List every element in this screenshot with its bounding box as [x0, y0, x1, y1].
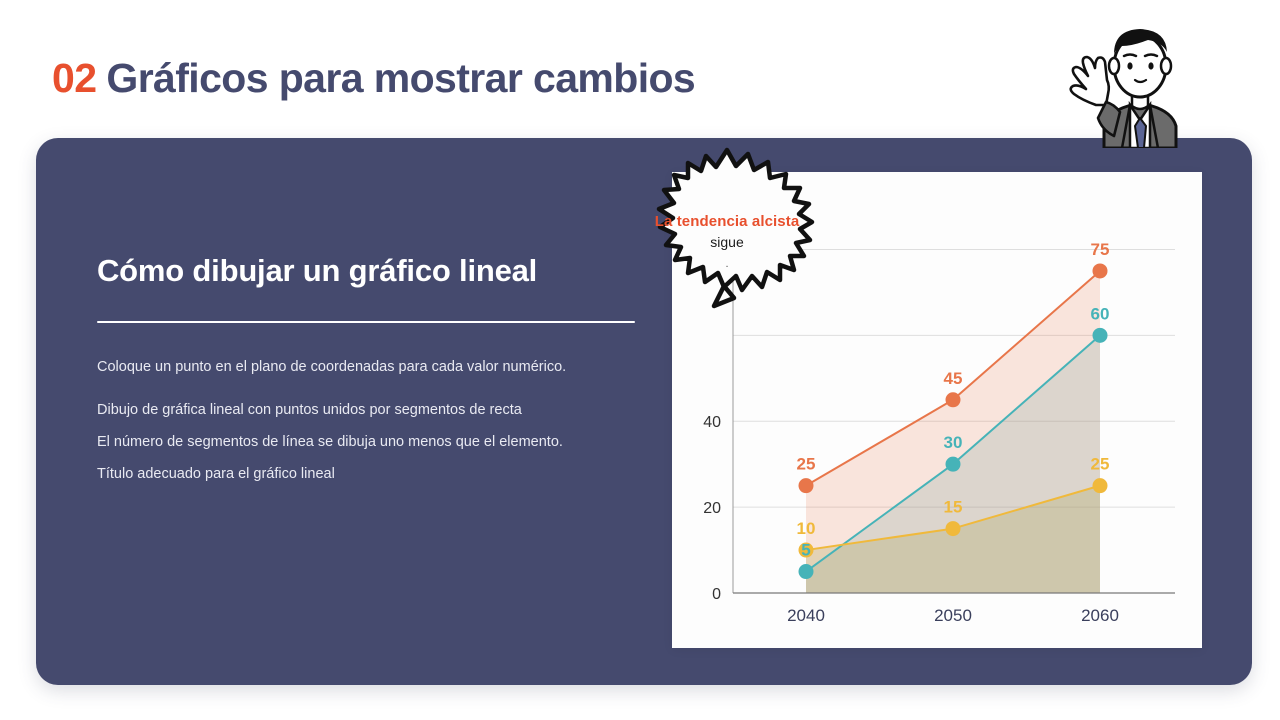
eyebrow-left	[1122, 53, 1138, 58]
lapel-right	[1148, 104, 1160, 148]
necktie	[1134, 117, 1147, 148]
value-label-teal-2040: 5	[801, 541, 810, 560]
chart-areas	[806, 270, 1100, 593]
xtick-label-2040: 2040	[787, 606, 825, 625]
sleeve	[1096, 100, 1122, 138]
data-point-orange-2040[interactable]	[798, 478, 814, 494]
hair	[1114, 29, 1167, 54]
area-yellow	[806, 485, 1100, 593]
xtick-label-2060: 2060	[1081, 606, 1119, 625]
businessman-illustration	[1069, 29, 1178, 148]
value-label-yellow-2040: 10	[797, 519, 816, 538]
chart-value-labels: 25 45 75 5 30 60 10 15 25	[797, 240, 1110, 560]
paragraph-1: Coloque un punto en el plano de coordena…	[97, 358, 567, 375]
value-label-orange-2050: 45	[944, 369, 963, 388]
bubble-text-group: La tendencia alcista sigue .	[596, 146, 858, 338]
chart-ytick-labels: 0 20 40	[703, 414, 721, 603]
area-orange	[806, 270, 1100, 593]
data-point-yellow-2050[interactable]	[945, 521, 961, 537]
bubble-dot: .	[725, 258, 729, 270]
ytick-label-0: 0	[712, 586, 721, 603]
paragraph-spacer	[97, 378, 677, 400]
lapel-left	[1120, 104, 1132, 148]
mouth	[1133, 78, 1148, 84]
chart-markers	[798, 263, 1108, 580]
eye-right	[1148, 62, 1154, 70]
xtick-label-2050: 2050	[934, 606, 972, 625]
value-label-orange-2060: 75	[1091, 240, 1110, 259]
bubble-headline: La tendencia alcista	[654, 213, 800, 230]
value-label-orange-2040: 25	[797, 455, 816, 474]
bubble-subline: sigue	[710, 234, 744, 250]
data-point-yellow-2040[interactable]	[798, 542, 814, 558]
hand	[1069, 55, 1111, 107]
ear-left	[1107, 56, 1121, 76]
value-label-teal-2050: 30	[944, 433, 963, 452]
data-point-orange-2050[interactable]	[945, 392, 961, 408]
eyebrow-right	[1143, 53, 1159, 58]
value-label-yellow-2060: 25	[1091, 455, 1110, 474]
ear-right	[1159, 56, 1173, 76]
page-title: 02 Gráficos para mostrar cambios	[52, 55, 696, 101]
slide-number: 02	[52, 55, 97, 101]
text-column: Cómo dibujar un gráfico lineal Coloque u…	[97, 253, 677, 496]
data-point-orange-2060[interactable]	[1092, 263, 1108, 279]
heading-divider	[97, 320, 635, 323]
data-point-yellow-2060[interactable]	[1092, 478, 1108, 494]
data-point-teal-2060[interactable]	[1092, 327, 1108, 343]
data-point-teal-2040[interactable]	[798, 564, 814, 580]
slide-title-text: Gráficos para mostrar cambios	[106, 55, 696, 101]
value-label-yellow-2050: 15	[944, 498, 963, 517]
eye-left	[1127, 62, 1133, 70]
ytick-label-20: 20	[703, 500, 721, 517]
section-heading: Cómo dibujar un gráfico lineal	[97, 253, 538, 288]
bullet-3: Título adecuado para el gráfico lineal	[97, 465, 335, 482]
ytick-label-40: 40	[703, 414, 721, 431]
body-copy: Coloque un punto en el plano de coordena…	[97, 357, 677, 485]
bullet-2: El número de segmentos de línea se dibuj…	[97, 433, 563, 450]
bullet-1: Dibujo de gráfica lineal con puntos unid…	[97, 401, 522, 418]
chart-xtick-labels: 2040 2050 2060	[787, 606, 1119, 625]
data-point-teal-2050[interactable]	[945, 456, 961, 472]
value-label-teal-2060: 60	[1091, 304, 1110, 323]
